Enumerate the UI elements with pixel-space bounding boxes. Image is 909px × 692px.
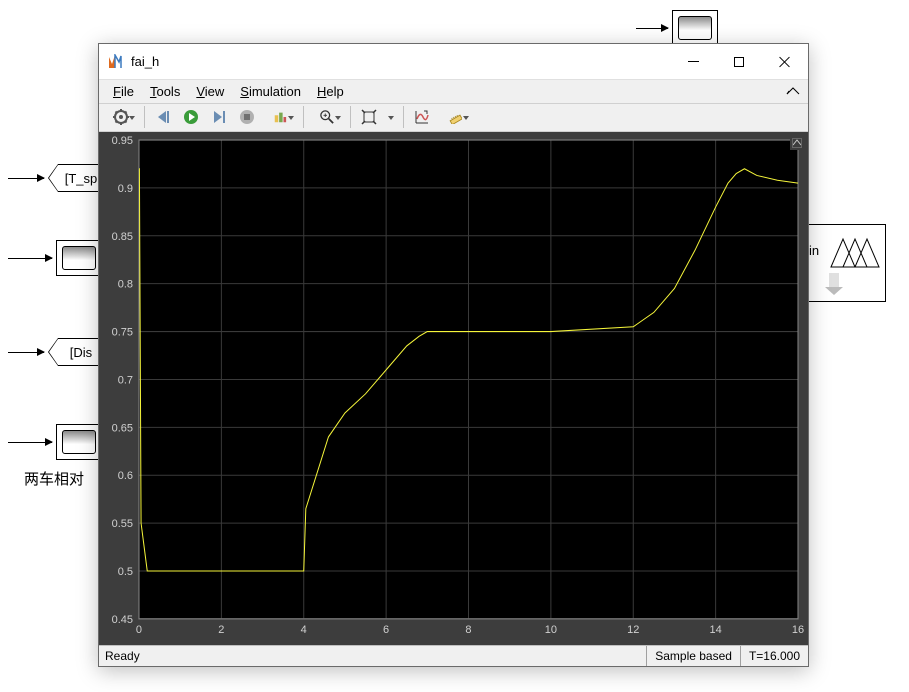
bg-scope-top: [672, 10, 718, 46]
bg-arrow-top: [636, 28, 668, 29]
plot-area: 0 2 4 6 8 10 12 14 16 0.45 0.5 0.55 0.6 0.65 0.7 0.75 0.…: [99, 132, 808, 645]
status-mode: Sample based: [646, 646, 740, 666]
scope-window: fai_h File Tools View Simulation Help: [98, 43, 809, 667]
bg-tag-dis-text: [Dis: [64, 345, 92, 360]
scroll-up-icon[interactable]: [790, 136, 804, 150]
svg-text:16: 16: [792, 624, 804, 636]
bg-arrow-dis: [8, 352, 44, 353]
step-back-button[interactable]: [150, 104, 176, 130]
menu-tools[interactable]: Tools: [142, 82, 188, 101]
bg-scope-4: [56, 424, 102, 460]
menu-view[interactable]: View: [188, 82, 232, 101]
statusbar: Ready Sample based T=16.000: [99, 645, 808, 666]
bg-label-relative: 两车相对: [24, 468, 84, 489]
svg-text:0.7: 0.7: [118, 374, 133, 386]
bg-arrow-tsp: [8, 178, 44, 179]
run-button[interactable]: [178, 104, 204, 130]
svg-text:6: 6: [383, 624, 389, 636]
signal-stats-button[interactable]: [409, 104, 435, 130]
menubar: File Tools View Simulation Help: [99, 80, 808, 103]
svg-text:0.65: 0.65: [112, 422, 133, 434]
config-button[interactable]: [103, 104, 139, 130]
bg-arrow-4: [8, 442, 52, 443]
window-title: fai_h: [131, 54, 670, 69]
menu-collapse-icon[interactable]: [784, 83, 802, 101]
svg-text:0.75: 0.75: [112, 326, 133, 338]
svg-text:12: 12: [627, 624, 639, 636]
svg-text:0.6: 0.6: [118, 470, 133, 482]
svg-text:0.95: 0.95: [112, 136, 133, 147]
bg-in-label: in: [809, 243, 819, 258]
bg-scope-2: [56, 240, 102, 276]
svg-text:0.8: 0.8: [118, 279, 133, 291]
plot-svg[interactable]: 0 2 4 6 8 10 12 14 16 0.45 0.5 0.55 0.6 0.65 0.7 0.75 0.…: [103, 136, 804, 641]
close-button[interactable]: [762, 44, 808, 80]
svg-text:0.55: 0.55: [112, 518, 133, 530]
svg-text:0.45: 0.45: [112, 614, 133, 626]
toolbar: [99, 103, 808, 132]
svg-text:0: 0: [136, 624, 142, 636]
zoom-button[interactable]: [309, 104, 345, 130]
minimize-button[interactable]: [670, 44, 716, 80]
titlebar[interactable]: fai_h: [99, 44, 808, 80]
menu-help[interactable]: Help: [309, 82, 352, 101]
app-icon: [107, 54, 123, 70]
highlight-button[interactable]: [262, 104, 298, 130]
svg-text:8: 8: [465, 624, 471, 636]
svg-text:0.9: 0.9: [118, 183, 133, 195]
bg-fuzzy-block: in: [804, 224, 886, 302]
svg-text:0.5: 0.5: [118, 566, 133, 578]
svg-text:2: 2: [218, 624, 224, 636]
bg-tag-tsp-text: [T_sp: [59, 171, 98, 186]
status-time: T=16.000: [740, 646, 808, 666]
svg-text:0.85: 0.85: [112, 231, 133, 243]
menu-simulation[interactable]: Simulation: [232, 82, 309, 101]
svg-text:4: 4: [301, 624, 307, 636]
measure-button[interactable]: [437, 104, 473, 130]
svg-text:14: 14: [710, 624, 722, 636]
autoscale-dd[interactable]: [384, 104, 398, 130]
bg-arrow-2: [8, 258, 52, 259]
stop-button[interactable]: [234, 104, 260, 130]
status-ready: Ready: [99, 649, 646, 663]
autoscale-button[interactable]: [356, 104, 382, 130]
maximize-button[interactable]: [716, 44, 762, 80]
svg-text:10: 10: [545, 624, 557, 636]
menu-file[interactable]: File: [105, 82, 142, 101]
step-forward-button[interactable]: [206, 104, 232, 130]
